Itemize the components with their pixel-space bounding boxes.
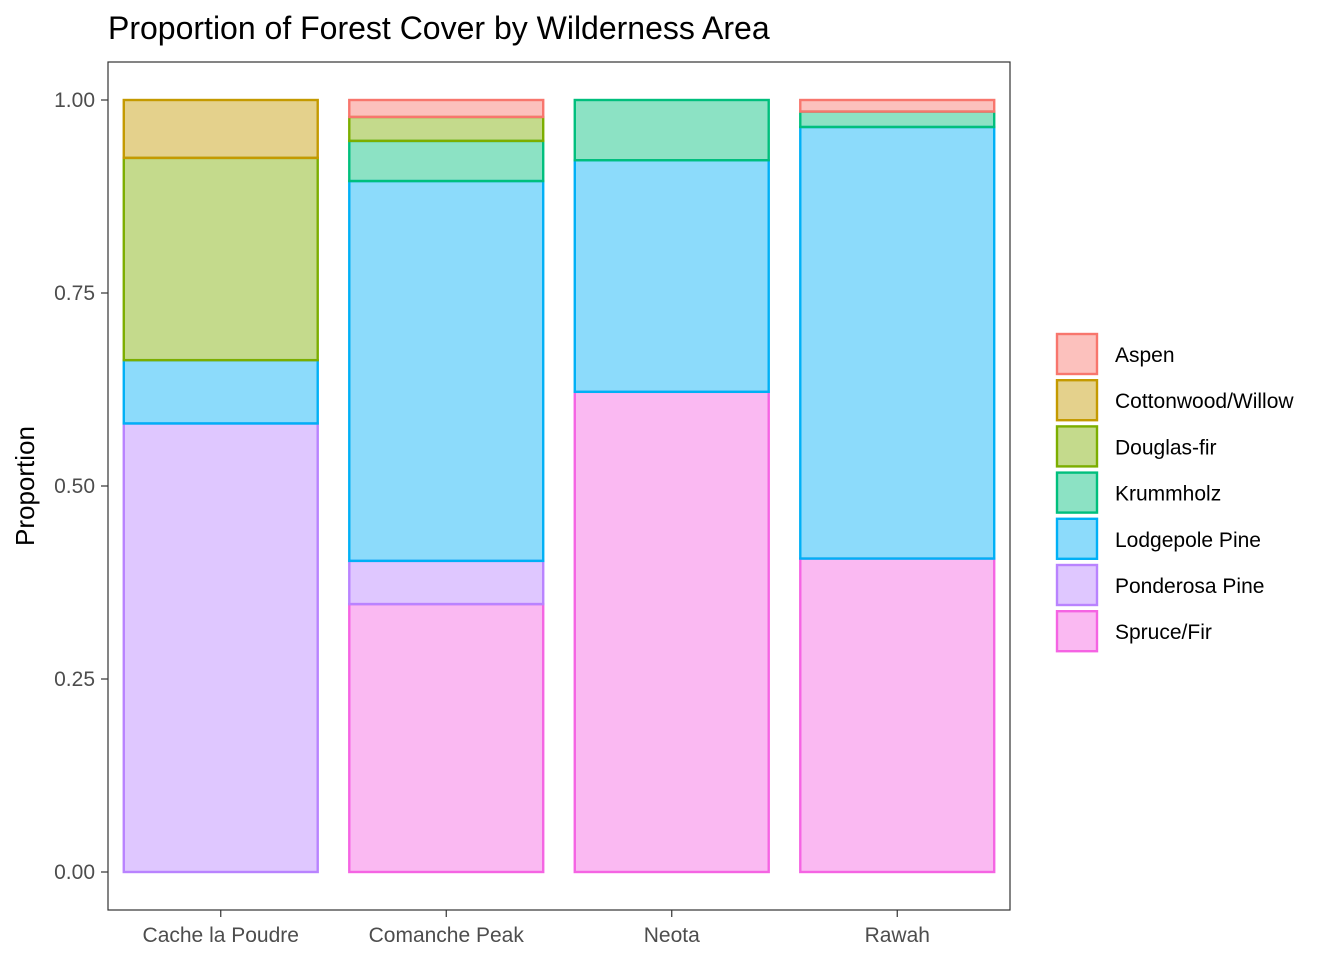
legend: Aspen Cottonwood/Willow Douglas-fir Krummho… xyxy=(1055,332,1294,653)
x-axis: Cache la Poudre Comanche Peak Neota Rawah xyxy=(143,910,930,947)
x-tick-label-rawah: Rawah xyxy=(865,924,930,947)
legend-label-cottonwood-willow: Cottonwood/Willow xyxy=(1115,390,1294,413)
bar-rawah-lodgepole-pine xyxy=(799,125,996,560)
legend-key-cottonwood-willow xyxy=(1055,379,1099,422)
bar-comanche-peak-krummholz xyxy=(348,139,545,183)
bar-comanche-peak-douglas-fir xyxy=(348,115,545,143)
legend-key-krummholz xyxy=(1055,471,1099,514)
bar-neota-lodgepole-pine xyxy=(573,159,770,394)
y-tick-label: 0.75 xyxy=(54,282,95,305)
bar-comanche-peak-aspen xyxy=(348,98,545,119)
bar-cache-la-poudre-ponderosa-pine xyxy=(122,422,319,874)
x-tick-label-comanche-peak: Comanche Peak xyxy=(369,924,525,947)
x-tick-label-cache-la-poudre: Cache la Poudre xyxy=(143,924,299,947)
x-tick-label-neota: Neota xyxy=(644,924,700,947)
bar-rawah-krummholz xyxy=(799,110,996,129)
bar-cache-la-poudre-lodgepole-pine xyxy=(122,358,319,425)
bar-comanche-peak-lodgepole-pine xyxy=(348,179,545,563)
y-axis: 0.00 0.25 0.50 0.75 1.00 xyxy=(54,89,108,884)
bar-comanche-peak-ponderosa-pine xyxy=(348,559,545,606)
legend-key-spruce-fir xyxy=(1055,610,1099,653)
bar-comanche-peak-spruce-fir xyxy=(348,602,545,874)
bar-rawah-aspen xyxy=(799,98,996,113)
bar-rawah-spruce-fir xyxy=(799,557,996,874)
legend-label-aspen: Aspen xyxy=(1115,344,1175,367)
y-tick-label: 1.00 xyxy=(54,89,95,112)
bar-neota-spruce-fir xyxy=(573,390,770,874)
legend-label-ponderosa-pine: Ponderosa Pine xyxy=(1115,575,1264,598)
bar-cache-la-poudre-douglas-fir xyxy=(122,156,319,362)
y-tick-label: 0.00 xyxy=(54,861,95,884)
bar-neota-krummholz xyxy=(573,98,770,162)
legend-label-lodgepole-pine: Lodgepole Pine xyxy=(1115,529,1261,552)
legend-label-douglas-fir: Douglas-fir xyxy=(1115,436,1217,459)
chart-title: Proportion of Forest Cover by Wilderness… xyxy=(108,10,770,46)
legend-key-lodgepole-pine xyxy=(1055,517,1099,560)
y-tick-label: 0.50 xyxy=(54,475,95,498)
legend-label-spruce-fir: Spruce/Fir xyxy=(1115,621,1212,644)
legend-label-krummholz: Krummholz xyxy=(1115,483,1221,506)
y-axis-title: Proportion xyxy=(10,426,40,546)
y-tick-label: 0.25 xyxy=(54,668,95,691)
bar-cache-la-poudre-cottonwood-willow xyxy=(122,98,319,160)
legend-key-douglas-fir xyxy=(1055,425,1099,468)
legend-key-aspen xyxy=(1055,332,1099,376)
bars-layer xyxy=(122,98,996,874)
legend-key-ponderosa-pine xyxy=(1055,563,1099,607)
